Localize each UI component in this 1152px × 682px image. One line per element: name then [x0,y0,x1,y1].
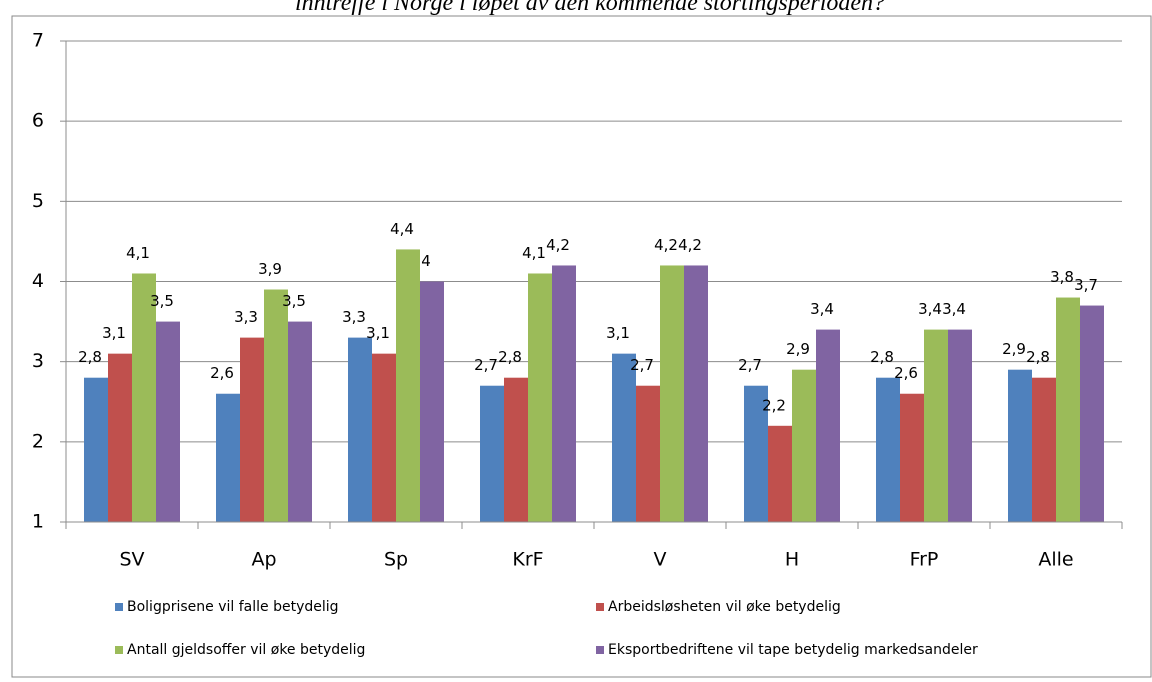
data-label: 2,8 [1026,348,1050,366]
data-label: 4,1 [126,244,150,262]
bar [84,377,108,522]
data-label: 3,3 [342,308,366,326]
data-label: 3,7 [1074,276,1098,294]
y-tick-label: 6 [32,110,44,132]
legend-label: Antall gjeldsoffer vil øke betydelig [127,642,365,658]
legend-swatch [596,646,604,654]
y-tick-label: 4 [32,270,44,292]
bar [552,265,576,522]
data-label: 2,7 [738,356,762,374]
bar [900,393,924,522]
bar [132,273,156,522]
x-tick-label: SV [119,549,144,571]
data-label: 3,8 [1050,268,1074,286]
legend-swatch [115,646,123,654]
x-tick-label: Sp [384,549,408,571]
bar [876,377,900,522]
bar [948,329,972,522]
bar [156,321,180,522]
data-label: 2,6 [894,364,918,382]
data-label: 4,2 [546,236,570,254]
legend-label: Boligprisene vil falle betydelig [127,599,339,615]
data-label: 2,7 [474,356,498,374]
bar [768,425,792,522]
bar [744,385,768,522]
data-label: 2,8 [870,348,894,366]
legend-swatch [115,603,123,611]
x-tick-label: FrP [910,549,939,571]
data-label: 4 [421,252,431,270]
data-label: 3,5 [150,292,174,310]
legend-label: Arbeidsløsheten vil øke betydelig [608,599,841,615]
data-label: 3,1 [606,324,630,342]
bar [372,353,396,522]
bar [504,377,528,522]
data-label: 4,4 [390,220,414,238]
y-tick-label: 1 [32,511,44,533]
bar [1032,377,1056,522]
bar [612,353,636,522]
chart-title: inntreffe i Norge i løpet av den kommend… [295,0,885,16]
data-label: 2,6 [210,364,234,382]
data-label: 2,8 [498,348,522,366]
bar [924,329,948,522]
bar [636,385,660,522]
bar [420,281,444,522]
legend-swatch [596,603,604,611]
bar [1080,305,1104,522]
bar [264,289,288,522]
x-tick-label: KrF [512,549,543,571]
data-label: 2,2 [762,396,786,414]
bar [816,329,840,522]
bar [348,337,372,522]
bar [216,393,240,522]
bar [1056,297,1080,522]
bar [240,337,264,522]
data-label: 2,9 [1002,340,1026,358]
bar [108,353,132,522]
data-label: 3,9 [258,260,282,278]
bar [684,265,708,522]
y-tick-label: 3 [32,350,44,372]
data-label: 3,1 [366,324,390,342]
data-label: 3,1 [102,324,126,342]
bar [792,369,816,522]
data-label: 3,3 [234,308,258,326]
bar [1008,369,1032,522]
data-label: 2,9 [786,340,810,358]
data-label: 3,4 [810,300,834,318]
data-label: 3,5 [282,292,306,310]
legend-label: Eksportbedriftene vil tape betydelig mar… [608,642,978,658]
bar [396,249,420,522]
y-tick-label: 5 [32,190,44,212]
x-tick-label: Alle [1038,549,1073,571]
data-label: 3,4 [942,300,966,318]
data-label: 4,1 [522,244,546,262]
y-tick-label: 7 [32,30,44,52]
data-label: 2,7 [630,356,654,374]
data-label: 2,8 [78,348,102,366]
y-tick-label: 2 [32,430,44,452]
bar [528,273,552,522]
chart-border [11,15,1152,678]
data-label: 4,2 [678,236,702,254]
data-label: 4,2 [654,236,678,254]
x-tick-label: V [654,549,667,571]
bar [660,265,684,522]
bar [480,385,504,522]
x-tick-label: Ap [251,549,276,571]
data-label: 3,4 [918,300,942,318]
x-tick-label: H [785,549,799,571]
bar [288,321,312,522]
